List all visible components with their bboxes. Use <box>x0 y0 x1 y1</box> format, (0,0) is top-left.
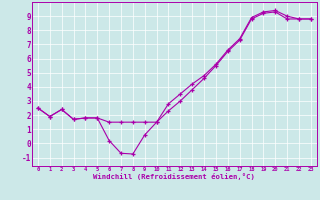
X-axis label: Windchill (Refroidissement éolien,°C): Windchill (Refroidissement éolien,°C) <box>93 173 255 180</box>
